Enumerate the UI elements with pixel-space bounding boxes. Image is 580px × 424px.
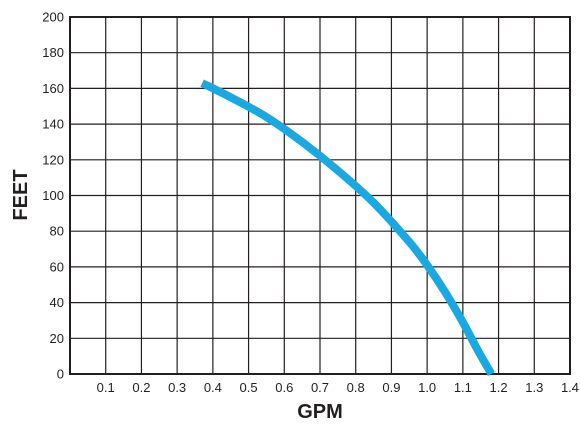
x-tick-label: 1.3 (525, 380, 543, 395)
x-tick-label: 1.0 (418, 380, 436, 395)
x-tick-label: 0.1 (97, 380, 115, 395)
y-tick-label: 60 (50, 259, 64, 274)
y-tick-labels: 0 20 40 60 80 100 120 140 160 180 200 (42, 10, 64, 382)
x-tick-labels: 0.1 0.2 0.3 0.4 0.5 0.6 0.7 0.8 0.9 1.0 1.1 1.2 1.3 1… (97, 380, 579, 395)
x-tick-label: 0.5 (240, 380, 258, 395)
grid (70, 16, 571, 375)
y-tick-label: 180 (42, 45, 64, 60)
y-tick-label: 120 (42, 152, 64, 167)
x-tick-label: 1.4 (561, 380, 579, 395)
y-tick-label: 100 (42, 188, 64, 203)
y-tick-label: 40 (50, 295, 64, 310)
y-tick-label: 160 (42, 81, 64, 96)
x-tick-label: 0.9 (382, 380, 400, 395)
x-tick-label: 1.1 (454, 380, 472, 395)
y-tick-label: 140 (42, 117, 64, 132)
series-layer (200, 79, 495, 376)
x-tick-label: 0.3 (168, 380, 186, 395)
x-tick-label: 0.2 (132, 380, 150, 395)
y-tick-label: 20 (50, 331, 64, 346)
plot-frame (69, 16, 571, 375)
x-tick-label: 0.4 (204, 380, 222, 395)
x-tick-label: 0.7 (311, 380, 329, 395)
x-tick-label: 1.2 (490, 380, 508, 395)
series-line-0 (200, 79, 495, 376)
y-tick-label: 0 (57, 367, 64, 382)
y-axis-title: FEET (10, 169, 32, 220)
y-tick-label: 200 (42, 10, 64, 25)
y-tick-label: 80 (50, 224, 64, 239)
x-tick-label: 0.6 (275, 380, 293, 395)
x-tick-label: 0.8 (347, 380, 365, 395)
x-axis-title: GPM (297, 401, 343, 423)
